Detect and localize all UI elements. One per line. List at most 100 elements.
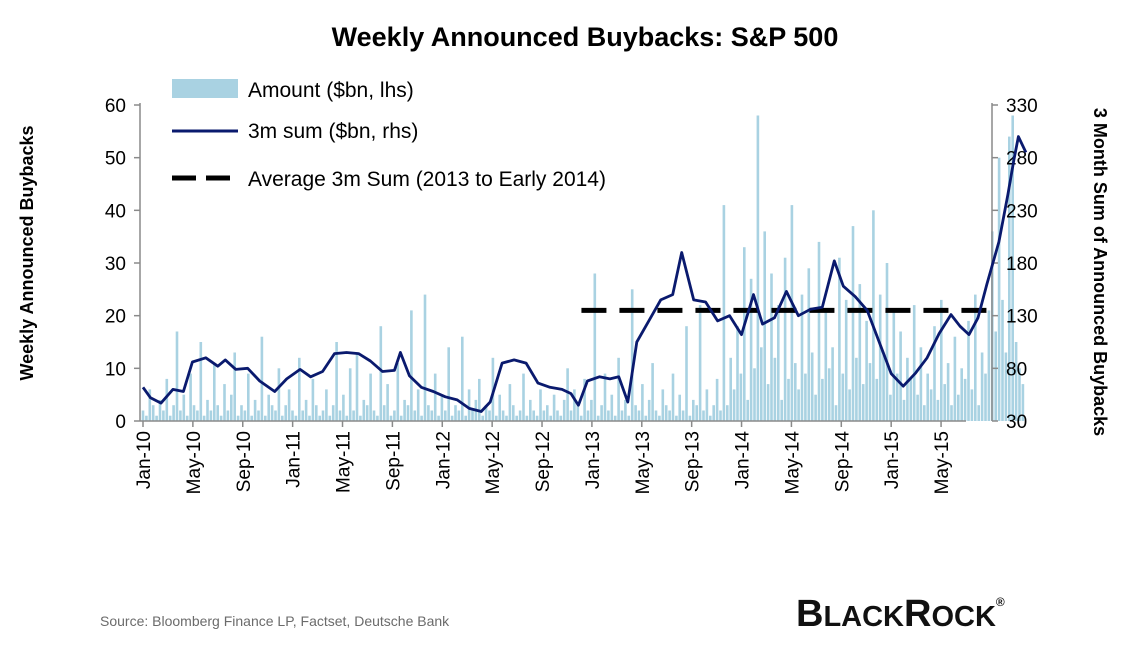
amount-bar: [773, 357, 777, 421]
amount-bar: [848, 389, 851, 421]
amount-bar: [240, 405, 243, 421]
amount-bar: [291, 410, 294, 421]
amount-bar: [936, 399, 940, 421]
amount-bar: [209, 410, 213, 421]
amount-bar: [348, 368, 352, 421]
amount-bar: [861, 384, 865, 421]
amount-bar: [331, 405, 335, 421]
logo-letter-r: R: [904, 593, 931, 635]
amount-bar: [590, 399, 593, 421]
amount-bar: [287, 389, 291, 421]
amount-bar: [433, 373, 437, 421]
amount-bar: [450, 415, 454, 421]
amount-bar: [382, 405, 386, 421]
x-tick-label: Sep-12: [533, 431, 554, 492]
3m-sum-line: [141, 135, 1028, 413]
amount-bar: [685, 326, 688, 421]
amount-bar: [977, 405, 980, 421]
amount-bar: [277, 368, 281, 421]
amount-bar: [766, 384, 770, 421]
amount-bar: [399, 415, 403, 421]
amount-bar: [189, 373, 192, 421]
x-tick-label: May-12: [483, 431, 504, 494]
amount-bar: [321, 410, 325, 421]
amount-bar: [923, 405, 926, 421]
right-tick-label: 130: [1006, 307, 1038, 328]
amount-bar: [243, 410, 247, 421]
right-tick-label: 230: [1006, 201, 1038, 222]
amount-bar: [304, 399, 308, 421]
x-tick-label: May-10: [184, 431, 205, 494]
amount-bar: [389, 415, 393, 421]
amount-bar: [926, 373, 929, 421]
amount-bar: [481, 415, 484, 421]
amount-bar: [654, 410, 658, 421]
amount-bar: [834, 405, 838, 421]
amount-bar: [634, 405, 637, 421]
x-tick-label: Jan-10: [134, 431, 155, 489]
amount-bar: [817, 241, 821, 421]
amount-bar: [902, 399, 906, 421]
amount-bar: [457, 410, 461, 421]
blackrock-logo: BLACKROCK®: [796, 593, 1005, 635]
amount-bar: [478, 378, 481, 421]
amount-bar: [219, 415, 223, 421]
amount-bar: [929, 389, 933, 421]
amount-bar: [705, 389, 709, 421]
amount-bar: [736, 326, 739, 421]
svg-text:BLACKROCK®: BLACKROCK®: [796, 593, 1005, 635]
amount-bar: [794, 363, 797, 421]
amount-bar: [763, 231, 766, 421]
amount-bar: [1014, 342, 1018, 421]
amount-bar: [787, 378, 790, 421]
left-tick-label: 10: [105, 359, 126, 380]
amount-bar: [396, 363, 400, 421]
amount-bar: [230, 394, 233, 421]
right-tick-label: 30: [1006, 412, 1027, 433]
amount-bar: [933, 326, 936, 421]
amount-bar: [620, 410, 624, 421]
amount-bar: [179, 410, 182, 421]
amount-bar: [501, 410, 505, 421]
logo-registered-mark: ®: [996, 595, 1005, 609]
amount-bar: [583, 378, 586, 421]
amount-bar: [369, 373, 372, 421]
amount-bar: [800, 294, 804, 421]
amount-bar: [974, 294, 977, 421]
amount-bar: [454, 405, 457, 421]
amount-bar: [698, 305, 702, 421]
left-tick-label: 0: [115, 412, 126, 433]
amount-bar: [875, 378, 879, 421]
amount-bar: [471, 410, 474, 421]
x-tick-label: May-15: [932, 431, 953, 494]
amount-bar: [678, 394, 681, 421]
amount-bar: [281, 415, 284, 421]
amount-bar: [495, 415, 498, 421]
amount-bar: [950, 405, 953, 421]
amount-bar: [566, 368, 569, 421]
logo-lack: LACK: [823, 601, 904, 633]
amount-bar: [505, 415, 508, 421]
amount-bar: [872, 210, 875, 421]
amount-bar: [562, 399, 566, 421]
amount-bar: [814, 394, 817, 421]
amount-bar: [529, 399, 532, 421]
amount-bar: [960, 368, 963, 421]
amount-bar: [841, 373, 845, 421]
amount-bar: [827, 368, 831, 421]
amount-bar: [743, 247, 746, 421]
amount-bar: [168, 415, 172, 421]
amount-bar: [688, 415, 692, 421]
amount-bar: [957, 394, 960, 421]
amount-bar: [810, 352, 814, 421]
x-axis-ticks: Jan-10 May-10 Sep-10 Jan-11 May-11 Sep-11 Jan-…: [134, 421, 953, 494]
amount-bar: [556, 410, 559, 421]
amount-bar: [1004, 352, 1008, 421]
right-axis-label: 3 Month Sum of Announced Buybacks: [1090, 108, 1110, 436]
left-axis-title: Weekly Announced Buybacks: [17, 125, 37, 380]
amount-bar: [247, 373, 250, 421]
amount-bar: [997, 157, 1001, 421]
amount-bar: [1008, 136, 1011, 421]
axes: [139, 103, 993, 422]
